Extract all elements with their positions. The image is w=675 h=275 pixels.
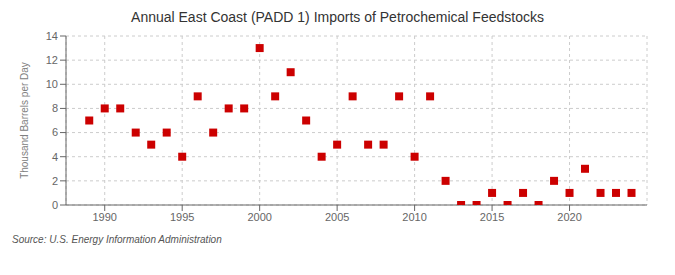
svg-text:2000: 2000 <box>247 211 271 223</box>
svg-text:4: 4 <box>52 151 58 163</box>
svg-text:2: 2 <box>52 175 58 187</box>
html-text:Annual East Coast (PADD 1) Imp: Annual East Coast (PADD 1) Imports of Pe… <box>131 9 544 25</box>
svg-text:8: 8 <box>52 102 58 114</box>
svg-text:0: 0 <box>52 199 58 211</box>
svg-text:1995: 1995 <box>170 211 194 223</box>
svg-text:2015: 2015 <box>480 211 504 223</box>
svg-text:12: 12 <box>46 54 58 66</box>
svg-text:Thousand Barrels per Day: Thousand Barrels per Day <box>19 62 30 179</box>
svg-text:2010: 2010 <box>402 211 426 223</box>
svg-text:6: 6 <box>52 126 58 138</box>
svg-text:2005: 2005 <box>325 211 349 223</box>
html-text:Source: U.S. Energy Informatio: Source: U.S. Energy Information Administ… <box>12 234 222 245</box>
svg-text:10: 10 <box>46 78 58 90</box>
svg-text:14: 14 <box>46 30 58 42</box>
svg-text:2020: 2020 <box>557 211 581 223</box>
svg-text:1990: 1990 <box>92 211 116 223</box>
